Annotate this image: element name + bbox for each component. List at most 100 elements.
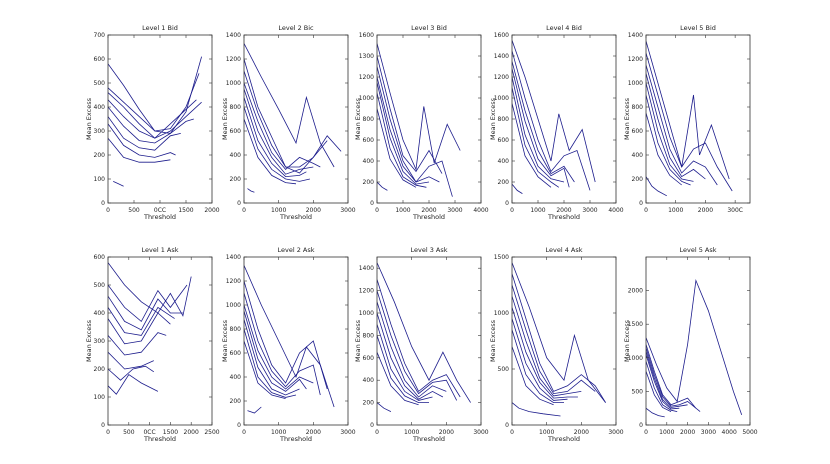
y-tick-label: 1000	[628, 80, 643, 87]
x-tick-label: 5000	[742, 429, 757, 436]
y-tick-label: 600	[363, 137, 375, 144]
series-line-8	[244, 340, 286, 399]
y-tick-label: 0	[237, 200, 241, 207]
y-tick-label: 1300	[359, 53, 374, 60]
x-axis-label: Threshold	[547, 435, 580, 443]
series-line-2	[377, 279, 461, 398]
series-line-2	[512, 273, 606, 403]
y-tick-label: 200	[498, 179, 510, 186]
x-tick-label: 3000	[447, 207, 462, 214]
x-axis-label: Threshold	[279, 213, 312, 221]
series-line-6	[646, 94, 691, 186]
series-line-2	[646, 52, 733, 192]
x-tick-label: 0CC	[143, 429, 155, 436]
subplot-title: Level 1 Ask	[141, 246, 178, 254]
x-tick-label: 2000	[680, 429, 695, 436]
x-tick-label: 2000	[204, 207, 219, 214]
series-line-6	[646, 361, 678, 412]
y-tick-label: 400	[94, 310, 106, 317]
series-line-4	[244, 304, 314, 390]
subplot-title: Level 1 Bid	[142, 24, 178, 32]
x-tick-label: 1000	[668, 207, 683, 214]
series-line-2	[108, 284, 188, 323]
y-tick-label: 0	[505, 422, 509, 429]
series-line-9	[247, 406, 262, 414]
y-tick-label: 200	[363, 179, 375, 186]
series-line-4	[512, 296, 582, 397]
series-group	[512, 262, 606, 417]
series-line-8	[646, 407, 665, 418]
subplot-title: Level 3 Bid	[411, 24, 447, 32]
x-tick-label: 2000	[421, 207, 436, 214]
series-line-2	[108, 73, 200, 132]
series-line-7	[377, 108, 417, 188]
x-tick-label: 0	[242, 207, 246, 214]
x-tick-label: 1000	[659, 429, 674, 436]
x-tick-label: 0	[375, 207, 379, 214]
x-tick-label: 1000	[395, 207, 410, 214]
y-tick-label: 1400	[494, 53, 509, 60]
y-tick-label: 0	[505, 200, 509, 207]
series-line-8	[108, 365, 155, 381]
series-group	[108, 262, 192, 395]
series-line-8	[512, 346, 554, 406]
series-line-5	[244, 310, 307, 392]
subplot-title: Level 2 Ask	[277, 246, 314, 254]
series-line-9	[377, 402, 392, 412]
series-line-9	[512, 402, 561, 417]
x-tick-label: 1000	[539, 429, 554, 436]
series-line-3	[646, 64, 718, 186]
y-axis-label: Mean Excess	[489, 319, 497, 362]
y-tick-label: 1600	[494, 32, 509, 39]
x-tick-label: 4000	[608, 207, 623, 214]
y-tick-label: 100	[94, 176, 106, 183]
y-tick-label: 1000	[359, 310, 374, 317]
subplot-ask-level-5: 0 1000 2000 3000 4000 5000 0 500 1000 1500 2000 Lev…	[623, 246, 758, 436]
axes-box	[243, 256, 349, 426]
x-tick-label: 0	[106, 207, 110, 214]
series-line-4	[377, 301, 447, 398]
subplot-title: Level 4 Ask	[545, 246, 582, 254]
y-tick-label: 1000	[628, 355, 643, 362]
x-tick-label: 3000	[701, 429, 716, 436]
y-tick-label: 0	[370, 422, 374, 429]
x-tick-label: 2000	[306, 207, 321, 214]
series-line-4	[108, 99, 197, 139]
subplot-title: Level 2 Bic	[278, 24, 314, 32]
series-line-8	[244, 118, 297, 185]
x-tick-label: 2000	[574, 429, 589, 436]
series-line-7	[244, 106, 310, 182]
x-axis-label: Threshold	[143, 435, 176, 443]
x-tick-label: 1500	[178, 207, 193, 214]
series-line-8	[512, 183, 523, 194]
y-tick-label: 0	[101, 422, 105, 429]
axes-box	[243, 34, 349, 204]
x-axis-label: Threshold	[412, 435, 445, 443]
y-axis-label: Mean Excess	[85, 97, 93, 140]
y-tick-label: 100	[94, 394, 106, 401]
subplot-title: Level 5 Bid	[680, 24, 716, 32]
series-line-2	[377, 55, 443, 174]
series-group	[108, 56, 202, 187]
subplot-bid-level-2: 0 1000 2000 3000 0 200 400 600 800 1000 1200 1400 Le…	[221, 24, 356, 221]
series-line-1	[244, 43, 335, 168]
x-tick-label: 3000	[340, 207, 355, 214]
x-axis-label: Threshold	[412, 213, 445, 221]
series-line-4	[244, 82, 321, 170]
x-tick-label: 1000	[271, 207, 286, 214]
series-line-4	[108, 306, 175, 336]
series-line-3	[377, 290, 458, 401]
subplot-title: Level 5 Ask	[679, 246, 716, 254]
y-axis-label: Mean Excess	[221, 319, 229, 362]
subplot-bid-level-5: 0 1000 2000 300C 0 200 400 600 800 1000 1200 1400 Le…	[623, 24, 751, 214]
x-tick-label: 0	[510, 429, 514, 436]
y-tick-label: 200	[94, 366, 106, 373]
series-line-7	[377, 335, 429, 404]
series-group	[244, 43, 342, 193]
y-axis-label: Mean Excess	[354, 97, 362, 140]
y-tick-label: 0	[370, 200, 374, 207]
series-line-7	[512, 329, 564, 404]
y-tick-label: 800	[363, 332, 375, 339]
axes-box	[376, 256, 482, 426]
series-group	[646, 278, 743, 418]
